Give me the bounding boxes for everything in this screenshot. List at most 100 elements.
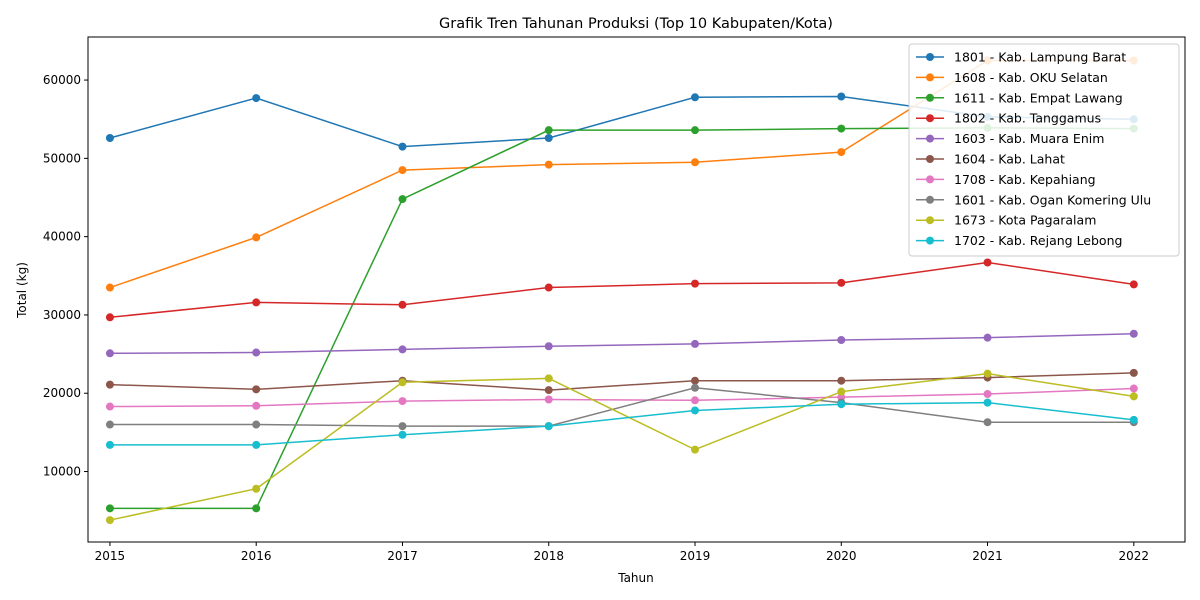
data-point (1129, 415, 1138, 424)
data-point (252, 348, 261, 357)
legend-item: 1802 - Kab. Tanggamus (916, 111, 1101, 126)
data-point (105, 402, 114, 411)
legend-swatch-marker (926, 195, 934, 204)
legend-label: 1603 - Kab. Muara Enim (954, 131, 1104, 146)
legend-label: 1708 - Kab. Kepahiang (954, 172, 1096, 187)
legend-swatch-marker (926, 134, 934, 143)
legend-label: 1601 - Kab. Ogan Komering Ulu (954, 192, 1151, 207)
data-point (544, 134, 553, 142)
legend-item: 1611 - Kab. Empat Lawang (916, 90, 1123, 105)
data-point (691, 396, 700, 405)
data-point (837, 124, 846, 133)
series-3 (105, 258, 1138, 322)
legend-item: 1608 - Kab. OKU Selatan (916, 70, 1108, 85)
data-point (105, 380, 114, 389)
data-point (105, 283, 114, 292)
data-point (105, 349, 114, 358)
y-tick-label: 60000 (43, 73, 81, 87)
legend-swatch-marker (926, 175, 934, 184)
x-axis: 2015 2016 2017 2018 2019 2020 2021 2022 (95, 542, 1149, 563)
legend-item: 1604 - Kab. Lahat (916, 152, 1065, 167)
legend-box (908, 43, 1180, 257)
data-point (398, 142, 407, 151)
data-point (837, 92, 846, 101)
series-5 (105, 368, 1138, 395)
data-point (837, 387, 846, 396)
y-tick-label: 40000 (43, 230, 81, 244)
data-point (691, 158, 700, 167)
data-point (837, 336, 846, 344)
data-point (105, 134, 114, 142)
data-point (837, 376, 846, 385)
series-line (109, 387, 1134, 408)
series-6 (105, 384, 1138, 411)
x-axis-label: Tahun (617, 571, 654, 585)
legend-label: 1611 - Kab. Empat Lawang (954, 90, 1123, 105)
data-point (1129, 392, 1138, 401)
x-tick-label: 2022 (1119, 549, 1150, 563)
data-point (252, 385, 261, 394)
data-point (252, 298, 261, 307)
data-point (544, 283, 553, 292)
data-point (252, 94, 261, 103)
data-point (398, 195, 407, 204)
data-point (983, 258, 992, 267)
data-point (398, 397, 407, 406)
legend-label: 1604 - Kab. Lahat (954, 152, 1065, 167)
data-point (983, 398, 992, 407)
data-point (1129, 384, 1138, 393)
data-point (105, 516, 114, 525)
series-8 (105, 369, 1138, 525)
data-point (691, 406, 700, 415)
legend-swatch-marker (926, 155, 934, 163)
legend-item: 1702 - Kab. Rejang Lebong (916, 233, 1122, 248)
legend-swatch-marker (926, 53, 934, 61)
data-point (691, 376, 700, 385)
data-point (398, 300, 407, 309)
series-line (109, 332, 1134, 355)
y-tick-label: 10000 (43, 465, 81, 479)
data-point (252, 420, 261, 429)
x-tick-label: 2021 (972, 549, 1003, 563)
series-line (109, 372, 1134, 521)
y-axis-label: Total (kg) (15, 262, 29, 319)
x-tick-label: 2016 (241, 549, 272, 563)
data-point (691, 93, 700, 102)
data-point (105, 420, 114, 429)
data-point (105, 504, 114, 513)
data-point (983, 390, 992, 399)
chart-title: Grafik Tren Tahunan Produksi (Top 10 Kab… (439, 16, 833, 32)
data-point (544, 160, 553, 169)
legend-item: 1673 - Kota Pagaralam (916, 213, 1096, 228)
data-point (398, 345, 407, 354)
data-point (544, 395, 553, 404)
data-point (691, 339, 700, 348)
legend-item: 1601 - Kab. Ogan Komering Ulu (916, 192, 1151, 207)
legend-label: 1608 - Kab. OKU Selatan (954, 70, 1108, 85)
series-9 (105, 398, 1138, 449)
data-point (398, 166, 407, 175)
y-tick-label: 30000 (43, 308, 81, 322)
data-point (837, 148, 846, 157)
data-point (252, 440, 261, 449)
data-point (252, 504, 261, 513)
data-point (544, 342, 553, 351)
series-line (109, 401, 1134, 446)
plot-area (87, 36, 1186, 543)
data-point (252, 484, 261, 493)
legend-label: 1702 - Kab. Rejang Lebong (954, 233, 1122, 248)
data-point (983, 369, 992, 378)
x-tick-label: 2015 (95, 549, 126, 563)
y-tick-label: 20000 (43, 386, 81, 400)
legend-label: 1673 - Kota Pagaralam (954, 213, 1096, 228)
data-point (691, 383, 700, 392)
data-point (1129, 368, 1138, 377)
legend-swatch-marker (926, 216, 934, 225)
data-point (1129, 280, 1138, 289)
x-tick-label: 2018 (533, 549, 564, 563)
y-axis: 10000 20000 30000 40000 50000 60000 (43, 73, 88, 479)
data-point (105, 313, 114, 322)
legend-item: 1801 - Kab. Lampung Barat (916, 50, 1126, 65)
x-tick-label: 2019 (680, 549, 711, 563)
